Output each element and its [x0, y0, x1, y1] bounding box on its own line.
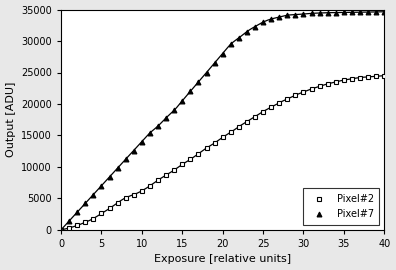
Pixel#7 — [253, 25, 257, 28]
Pixel#7 — [285, 14, 290, 17]
Pixel#2 — [285, 97, 290, 100]
Pixel#7 — [245, 30, 249, 33]
Pixel#7 — [180, 99, 185, 102]
Pixel#7 — [333, 11, 338, 14]
Pixel#7 — [148, 131, 152, 134]
Pixel#2 — [269, 106, 274, 109]
Pixel#7 — [131, 149, 136, 152]
Pixel#2 — [131, 193, 136, 196]
Pixel#2 — [350, 77, 354, 80]
Pixel#2 — [309, 87, 314, 90]
Pixel#7 — [261, 21, 265, 24]
Pixel#2 — [212, 141, 217, 145]
Pixel#7 — [301, 12, 306, 16]
Pixel#7 — [188, 90, 193, 93]
Pixel#7 — [139, 140, 144, 143]
Pixel#2 — [99, 212, 104, 215]
Pixel#2 — [366, 75, 371, 79]
Pixel#2 — [374, 75, 379, 78]
Pixel#7 — [115, 167, 120, 170]
Pixel#2 — [253, 115, 257, 118]
Pixel#7 — [309, 12, 314, 15]
Pixel#2 — [172, 168, 177, 172]
Pixel#7 — [107, 176, 112, 179]
Pixel#7 — [212, 62, 217, 65]
Pixel#7 — [374, 10, 379, 14]
Pixel#2 — [326, 82, 330, 85]
Pixel#7 — [326, 11, 330, 14]
Pixel#2 — [220, 136, 225, 139]
Pixel#7 — [83, 202, 88, 205]
Pixel#7 — [123, 158, 128, 161]
Pixel#7 — [164, 116, 168, 119]
Pixel#2 — [245, 120, 249, 123]
Pixel#2 — [382, 74, 387, 77]
Pixel#7 — [59, 228, 63, 231]
Pixel#7 — [341, 11, 346, 14]
Pixel#2 — [83, 221, 88, 224]
Pixel#2 — [156, 178, 160, 182]
Pixel#2 — [180, 163, 185, 166]
Pixel#2 — [123, 196, 128, 199]
Pixel#7 — [350, 11, 354, 14]
Pixel#2 — [317, 85, 322, 88]
Pixel#2 — [277, 101, 282, 104]
Pixel#7 — [382, 10, 387, 14]
Pixel#7 — [228, 43, 233, 46]
Pixel#2 — [148, 184, 152, 187]
X-axis label: Exposure [relative units]: Exposure [relative units] — [154, 254, 291, 264]
Pixel#7 — [236, 36, 241, 39]
Pixel#7 — [358, 11, 362, 14]
Pixel#7 — [204, 71, 209, 74]
Pixel#2 — [333, 80, 338, 83]
Line: Pixel#7: Pixel#7 — [59, 9, 387, 232]
Pixel#2 — [261, 110, 265, 113]
Line: Pixel#2: Pixel#2 — [59, 73, 387, 232]
Pixel#2 — [59, 228, 63, 231]
Pixel#7 — [196, 80, 201, 83]
Pixel#7 — [269, 17, 274, 21]
Pixel#2 — [341, 78, 346, 82]
Pixel#7 — [91, 193, 96, 196]
Pixel#7 — [220, 52, 225, 55]
Pixel#2 — [293, 93, 298, 97]
Pixel#2 — [196, 152, 201, 155]
Pixel#7 — [172, 109, 177, 112]
Pixel#2 — [236, 125, 241, 128]
Pixel#2 — [139, 189, 144, 193]
Pixel#7 — [293, 13, 298, 16]
Pixel#7 — [366, 11, 371, 14]
Pixel#2 — [301, 90, 306, 94]
Y-axis label: Output [ADU]: Output [ADU] — [6, 82, 15, 157]
Pixel#2 — [67, 226, 71, 230]
Pixel#7 — [75, 211, 80, 214]
Pixel#2 — [164, 174, 168, 177]
Pixel#2 — [91, 217, 96, 220]
Pixel#2 — [188, 158, 193, 161]
Pixel#2 — [358, 76, 362, 79]
Pixel#2 — [75, 224, 80, 227]
Pixel#7 — [67, 220, 71, 223]
Legend: Pixel#2, Pixel#7: Pixel#2, Pixel#7 — [303, 188, 379, 225]
Pixel#7 — [317, 11, 322, 15]
Pixel#7 — [99, 184, 104, 187]
Pixel#2 — [107, 207, 112, 210]
Pixel#7 — [156, 124, 160, 128]
Pixel#2 — [115, 201, 120, 204]
Pixel#2 — [204, 146, 209, 150]
Pixel#2 — [228, 131, 233, 134]
Pixel#7 — [277, 15, 282, 19]
